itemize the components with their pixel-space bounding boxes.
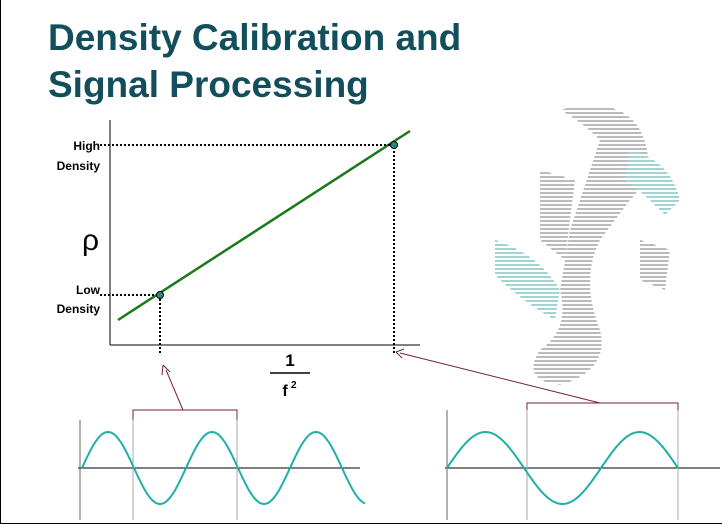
left-signal xyxy=(78,420,365,520)
x-label-numerator: 1 xyxy=(285,351,294,370)
title: Density Calibration and xyxy=(48,17,461,58)
slide: Density Calibration and Signal Processin… xyxy=(0,0,722,524)
logo xyxy=(495,106,680,386)
high-label: High xyxy=(73,139,100,153)
x-label-denominator: f xyxy=(282,383,288,400)
x-label-exponent: 2 xyxy=(291,380,297,391)
low-point xyxy=(157,292,164,299)
right-signal xyxy=(445,410,720,520)
y-axis-symbol: ρ xyxy=(82,224,99,257)
high-label: Density xyxy=(57,159,101,173)
low-label: Density xyxy=(57,302,101,316)
guide-lines xyxy=(100,145,394,355)
title: Signal Processing xyxy=(48,64,369,105)
low-label: Low xyxy=(76,283,101,297)
high-point xyxy=(391,142,398,149)
